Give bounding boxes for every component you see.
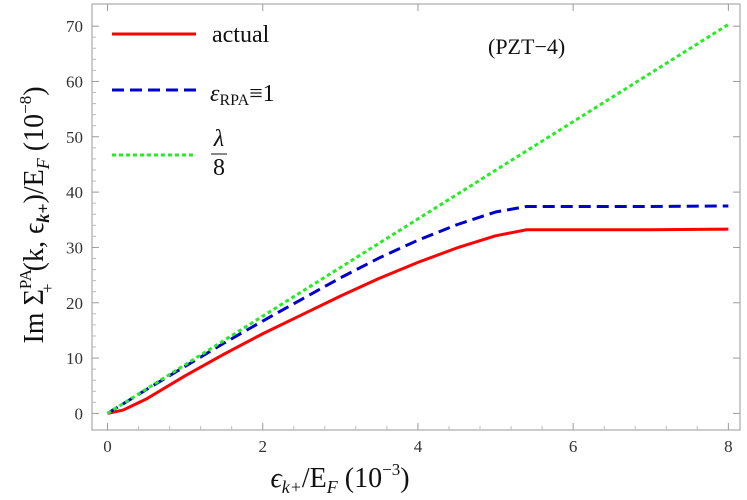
y-title-sup: PA <box>16 268 35 289</box>
x-title-mid: /E <box>302 463 327 494</box>
y-axis-title: Im ΣPA + (k, ϵk+)/EF (10−8) <box>16 86 57 343</box>
y-title-scale-exp: −8 <box>16 96 35 114</box>
x-tick-label: 2 <box>258 437 267 456</box>
series-line-0 <box>107 227 729 415</box>
legend-label-rpa: εRPA≡1 <box>210 81 275 109</box>
x-tick-label: 0 <box>103 437 112 456</box>
x-title-scale-close: ) <box>400 463 409 494</box>
y-title-scale-open: (10 <box>19 114 50 158</box>
series-line-1 <box>106 204 729 415</box>
y-tick-label: 60 <box>66 72 83 91</box>
plot-border <box>91 3 741 431</box>
x-title-sub: k+ <box>282 477 302 497</box>
y-title-args: (k, ϵ <box>19 223 50 272</box>
y-tick-label: 30 <box>66 238 83 257</box>
y-title-args-close: )/E <box>19 169 50 203</box>
y-title-sub2: F <box>33 157 53 170</box>
x-title-sub2: F <box>326 477 339 497</box>
x-axis-title: ϵk+/EF (10−3) <box>270 460 409 497</box>
x-title-scale-open: (10 <box>338 463 382 494</box>
y-tick-label: 50 <box>66 128 83 147</box>
legend-label-actual: actual <box>212 22 270 48</box>
y-title-scale-close: ) <box>19 86 50 95</box>
x-title-base: ϵ <box>270 463 283 494</box>
chart-annotation: (PZT−4) <box>488 34 565 59</box>
series-line-2 <box>106 23 730 415</box>
y-title-sub: + <box>38 283 57 293</box>
legend-lambda-numerator: λ <box>213 126 224 152</box>
x-tick-label: 8 <box>724 437 733 456</box>
legend-label-lambda: λ 8 <box>211 126 227 181</box>
legend-rpa-epsilon: ε <box>210 81 220 107</box>
y-title-prefix: Im Σ <box>19 289 50 343</box>
y-tick-label: 20 <box>66 294 83 313</box>
legend-rpa-subscript: RPA <box>219 92 249 109</box>
y-tick-label: 10 <box>66 349 83 368</box>
y-title-args-sub: k+ <box>33 203 53 222</box>
y-tick-label: 70 <box>66 17 83 36</box>
y-tick-label: 40 <box>66 183 83 202</box>
plot-frame <box>91 3 741 431</box>
x-tick-label: 4 <box>414 437 423 456</box>
y-tick-label: 0 <box>75 404 84 423</box>
legend-lambda-denominator: 8 <box>213 155 225 181</box>
axis-ticks: 0 2 4 6 8 0 10 20 30 40 50 60 70 <box>66 4 740 456</box>
x-tick-label: 6 <box>569 437 578 456</box>
series-layer <box>106 23 730 415</box>
x-title-scale-exp: −3 <box>382 460 400 479</box>
legend-rpa-equiv: ≡1 <box>249 81 275 107</box>
legend: actual εRPA≡1 λ 8 <box>112 22 275 181</box>
